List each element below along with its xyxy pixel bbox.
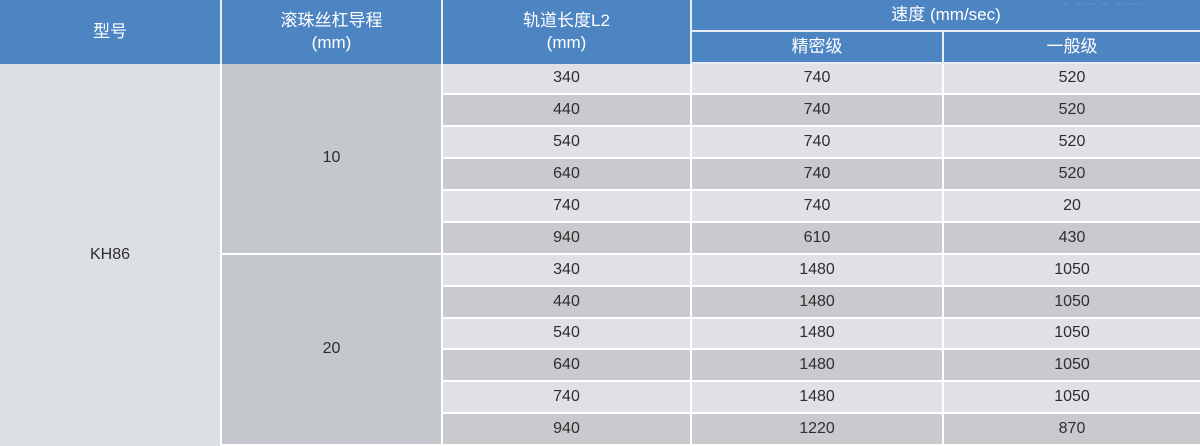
cell-rail-length: 440 (443, 95, 692, 128)
cell-rail-length: 540 (443, 318, 692, 351)
cell-speed-precision: 740 (692, 159, 944, 191)
table-row: 440 1480 1050 (0, 286, 1200, 319)
header-ball-screw-lead-unit: (mm) (311, 32, 352, 52)
table-body: KH86 10 340 740 520 440 740 520 540 740 … (0, 63, 1200, 446)
cell-speed-standard: 1050 (944, 254, 1200, 287)
cell-speed-standard: 520 (944, 127, 1200, 160)
cell-rail-length: 740 (443, 191, 692, 223)
header-ball-screw-lead-line1: 滚珠丝杠导程 (280, 11, 383, 30)
cell-rail-length: 640 (443, 159, 692, 191)
table-row: 940 1220 870 (0, 414, 1200, 446)
table-row: KH86 10 340 740 520 (0, 63, 1200, 446)
header-model: 型号 (0, 0, 222, 64)
cell-speed-standard: 870 (944, 414, 1200, 446)
clipped-top-edge-artifact: ⌐ ⌐▭ ⌐ ⌐⌐⌐⌐ (1062, 0, 1200, 5)
cell-speed-precision: 740 (692, 95, 944, 128)
cell-model-kh86: KH86 (0, 63, 222, 446)
cell-speed-standard: 1050 (944, 382, 1200, 415)
cell-speed-precision: 610 (692, 222, 944, 255)
header-rail-length-line1: 轨道长度L2 (523, 11, 610, 30)
header-rail-length-unit: (mm) (546, 32, 587, 52)
table-row: 640 740 520 (0, 159, 1200, 191)
table-row: 740 740 20 (0, 191, 1200, 223)
table-row: 740 1480 1050 (0, 382, 1200, 415)
cell-speed-standard: 430 (944, 222, 1200, 255)
table-header: 型号 滚珠丝杠导程 (mm) 轨道长度L2 (mm) 速度 (mm/sec) 精… (0, 0, 1200, 64)
cell-rail-length: 940 (443, 222, 692, 255)
cell-speed-standard: 1050 (944, 350, 1200, 383)
cell-speed-standard: 1050 (944, 286, 1200, 319)
table-row: 440 740 520 (0, 95, 1200, 128)
header-speed-precision: 精密级 (692, 31, 944, 64)
header-row-secondary: 精密级 一般级 (0, 31, 1200, 64)
header-ball-screw-lead: 滚珠丝杠导程 (mm) (222, 0, 443, 64)
header-row-primary: 型号 滚珠丝杠导程 (mm) 轨道长度L2 (mm) 速度 (mm/sec) (0, 0, 1200, 64)
header-speed-standard: 一般级 (944, 31, 1200, 64)
cell-speed-precision: 1480 (692, 350, 944, 383)
cell-speed-standard: 20 (944, 191, 1200, 223)
table-row: 640 1480 1050 (0, 350, 1200, 383)
cell-speed-precision: 1220 (692, 414, 944, 446)
cell-speed-precision: 740 (692, 63, 944, 96)
table-row: 540 740 520 (0, 127, 1200, 160)
cell-speed-standard: 520 (944, 63, 1200, 96)
cell-rail-length: 740 (443, 382, 692, 415)
cell-speed-precision: 1480 (692, 286, 944, 319)
cell-lead-group-1: 10 (222, 63, 443, 255)
cell-speed-standard: 520 (944, 159, 1200, 191)
cell-rail-length: 340 (443, 63, 692, 96)
cell-speed-precision: 740 (692, 191, 944, 223)
table-row: 20 340 1480 1050 (0, 254, 1200, 446)
cell-speed-standard: 1050 (944, 318, 1200, 351)
cell-speed-precision: 1480 (692, 318, 944, 351)
cell-rail-length: 340 (443, 254, 692, 287)
cell-rail-length: 540 (443, 127, 692, 160)
cell-rail-length: 940 (443, 414, 692, 446)
table-row: 540 1480 1050 (0, 318, 1200, 351)
header-rail-length: 轨道长度L2 (mm) (443, 0, 692, 64)
cell-speed-precision: 1480 (692, 382, 944, 415)
cell-rail-length: 640 (443, 350, 692, 383)
cell-rail-length: 440 (443, 286, 692, 319)
cell-lead-group-2: 20 (222, 254, 443, 446)
cell-speed-standard: 520 (944, 95, 1200, 128)
header-speed-group: 速度 (mm/sec) (692, 0, 1200, 32)
cell-speed-precision: 1480 (692, 254, 944, 287)
cell-speed-precision: 740 (692, 127, 944, 160)
table-row: 940 610 430 (0, 222, 1200, 255)
